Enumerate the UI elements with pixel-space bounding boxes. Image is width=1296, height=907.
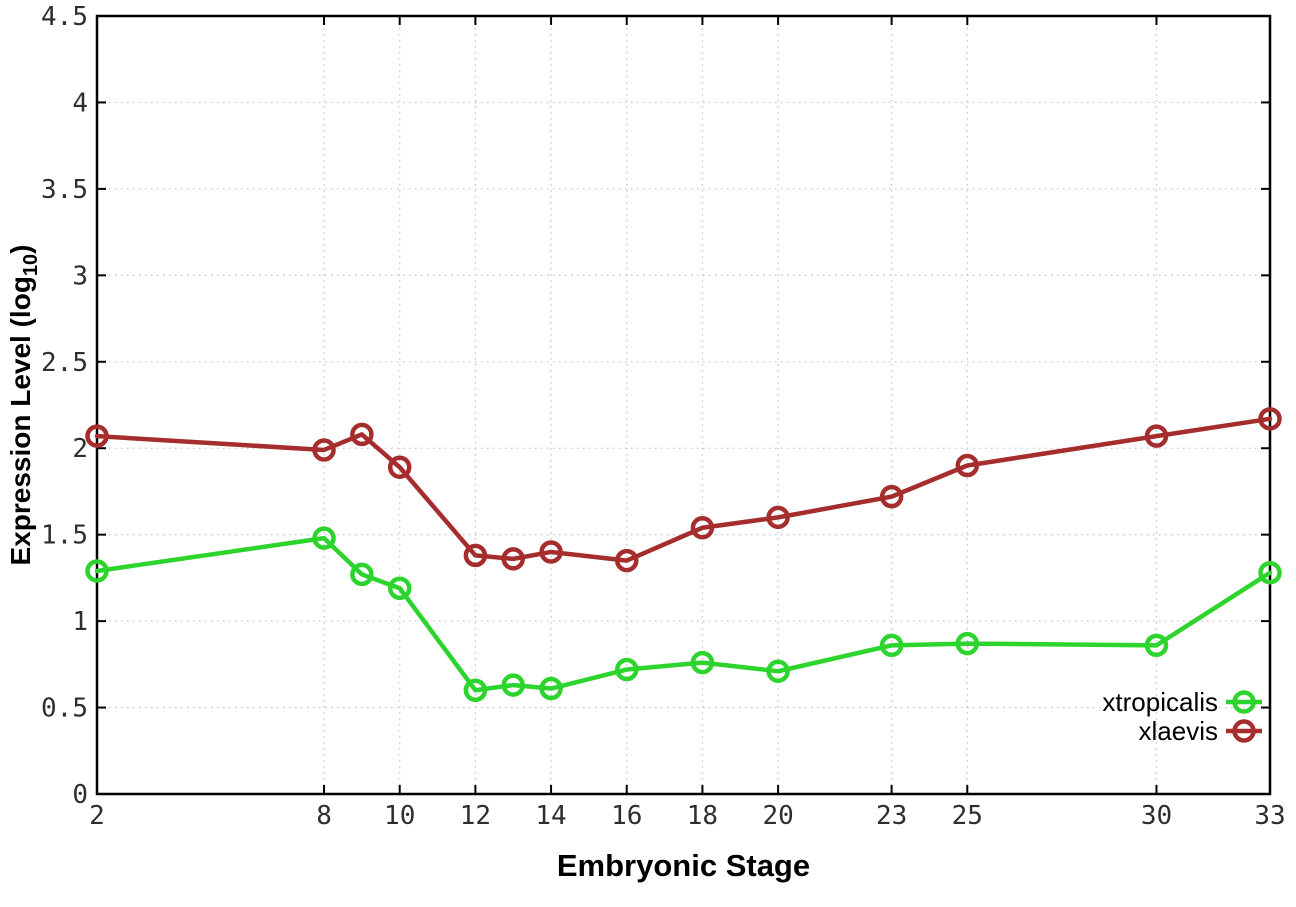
x-tick-label: 25 bbox=[952, 801, 983, 831]
x-tick-label: 30 bbox=[1141, 801, 1172, 831]
x-tick-label: 2 bbox=[89, 801, 105, 831]
data-point-xtropicalis-stage-20 bbox=[766, 659, 790, 683]
data-point-xlaevis-stage-30 bbox=[1144, 424, 1169, 448]
data-point-xlaevis-stage-23 bbox=[879, 484, 904, 509]
x-tick-label: 23 bbox=[876, 801, 907, 831]
data-point-xlaevis-stage-16 bbox=[614, 548, 639, 573]
legend-marker-xlaevis bbox=[1232, 719, 1256, 743]
data-point-xlaevis-stage-8 bbox=[312, 438, 336, 462]
data-point-xtropicalis-stage-8 bbox=[312, 526, 336, 550]
data-point-xlaevis-stage-33 bbox=[1258, 407, 1282, 431]
data-point-xlaevis-stage-10 bbox=[387, 455, 412, 479]
y-tick-label: 2 bbox=[72, 434, 88, 464]
y-axis-label-main: Expression Level (log bbox=[5, 276, 36, 565]
plot-border bbox=[95, 14, 1272, 796]
data-point-xtropicalis-stage-14 bbox=[539, 676, 563, 701]
x-tick-label: 16 bbox=[611, 801, 642, 831]
x-tick-label: 20 bbox=[762, 801, 793, 831]
data-point-xlaevis-stage-25 bbox=[955, 453, 980, 478]
data-point-xtropicalis-stage-23 bbox=[879, 633, 904, 658]
legend-marker-xtropicalis bbox=[1232, 690, 1256, 714]
data-point-xlaevis-stage-13 bbox=[501, 547, 525, 571]
data-point-xtropicalis-stage-9 bbox=[350, 562, 374, 587]
data-point-xtropicalis-stage-33 bbox=[1258, 560, 1282, 585]
y-tick-label: 1.5 bbox=[41, 521, 88, 551]
x-tick-label: 8 bbox=[316, 801, 332, 831]
x-axis-label: Embryonic Stage bbox=[557, 848, 810, 883]
data-point-xlaevis-stage-18 bbox=[690, 516, 715, 540]
data-point-xlaevis-stage-12 bbox=[463, 543, 488, 568]
y-tick-label: 4.5 bbox=[41, 2, 88, 32]
series-line-xlaevis bbox=[94, 416, 1273, 563]
data-point-xtropicalis-stage-25 bbox=[955, 631, 980, 656]
data-point-xlaevis-stage-2 bbox=[85, 424, 109, 448]
x-tick-label: 12 bbox=[460, 801, 491, 831]
y-tick-label: 0.5 bbox=[41, 694, 88, 724]
data-point-xtropicalis-stage-2 bbox=[85, 559, 109, 583]
y-tick-label: 2.5 bbox=[41, 348, 88, 378]
series-line-xtropicalis bbox=[94, 535, 1273, 693]
x-tick-label: 10 bbox=[384, 801, 415, 831]
data-point-xtropicalis-stage-18 bbox=[690, 650, 715, 675]
legend-label-xlaevis: xlaevis bbox=[1139, 716, 1218, 746]
y-tick-label: 1 bbox=[72, 607, 88, 637]
data-point-xtropicalis-stage-16 bbox=[614, 657, 639, 682]
y-tick-label: 3 bbox=[72, 261, 88, 291]
y-axis-label-end: ) bbox=[5, 245, 36, 254]
data-point-xtropicalis-stage-13 bbox=[501, 673, 525, 697]
x-tick-label: 33 bbox=[1254, 801, 1285, 831]
data-point-xlaevis-stage-20 bbox=[766, 505, 790, 530]
data-point-xlaevis-stage-14 bbox=[539, 540, 563, 564]
y-tick-label: 4 bbox=[72, 88, 88, 118]
legend-label-xtropicalis: xtropicalis bbox=[1102, 687, 1218, 717]
data-point-xtropicalis-stage-30 bbox=[1144, 633, 1169, 658]
y-axis-label: Expression Level (log10) bbox=[5, 245, 42, 566]
data-point-xtropicalis-stage-10 bbox=[387, 576, 412, 601]
x-tick-label: 14 bbox=[535, 801, 566, 831]
data-point-xtropicalis-stage-12 bbox=[463, 678, 488, 703]
x-tick-label: 18 bbox=[687, 801, 718, 831]
y-axis-label-subscript: 10 bbox=[20, 254, 42, 276]
y-tick-label: 0 bbox=[72, 780, 88, 810]
data-point-xlaevis-stage-9 bbox=[350, 422, 374, 447]
y-tick-label: 3.5 bbox=[41, 175, 88, 205]
